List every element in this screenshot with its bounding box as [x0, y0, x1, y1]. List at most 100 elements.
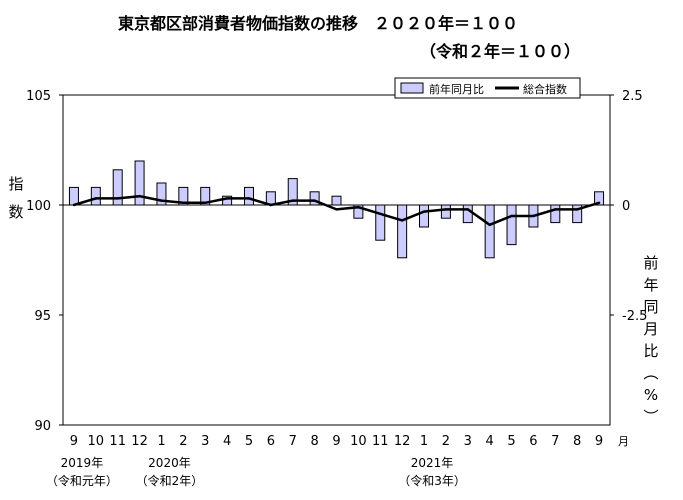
x-tick-label: 12	[131, 434, 148, 449]
x-tick-label: 6	[267, 434, 275, 449]
y-left-tick-label: 90	[34, 419, 51, 434]
legend-label-index: 総合指数	[523, 82, 567, 96]
bar-yoy	[506, 204, 517, 246]
line-point-index	[116, 197, 119, 200]
line-point-index	[444, 208, 448, 211]
line-point-index	[247, 197, 251, 200]
line-point-index	[335, 208, 338, 211]
bar-yoy	[309, 191, 320, 206]
line-point-index	[379, 212, 382, 215]
line-point-index	[269, 203, 273, 207]
bar-yoy	[397, 204, 408, 259]
line-point-index	[225, 197, 229, 200]
line-point-index	[182, 201, 185, 204]
x-tick-label: 4	[223, 434, 231, 449]
line-point-index	[138, 195, 141, 198]
y-axis-right-label-char: 比	[643, 342, 659, 360]
line-point-index	[291, 199, 294, 202]
bar-yoy	[462, 204, 473, 224]
line-point-index	[94, 197, 98, 200]
bar-yoy	[594, 191, 605, 206]
x-tick-label: 8	[310, 434, 318, 449]
legend-swatch-bar	[400, 82, 424, 94]
year-label: 2019年	[61, 456, 104, 470]
bar-yoy	[353, 204, 364, 219]
y-axis-left-label-char: 指	[8, 175, 24, 193]
era-label: （令和2年）	[136, 473, 204, 488]
era-label: （令和元年）	[46, 473, 118, 488]
y-right-tick-label: 2.5	[622, 89, 643, 104]
bar-yoy	[90, 186, 101, 206]
line-point-index	[532, 214, 535, 218]
y-axis-left-label-char: 数	[8, 203, 24, 221]
x-tick-label: 9	[70, 434, 78, 449]
x-tick-label: 6	[529, 434, 537, 449]
x-tick-label: 5	[507, 434, 515, 449]
chart-title-line1: 東京都区部消費者物価指数の推移 ２０２０年＝１００	[118, 14, 519, 33]
bar-yoy	[375, 204, 386, 241]
line-point-index	[510, 214, 513, 218]
x-tick-label: 1	[157, 434, 165, 449]
bar-yoy	[572, 204, 583, 224]
bar-yoy	[200, 186, 211, 206]
y-axis-right-label: 前年同月比 ︵% ︶	[640, 252, 662, 428]
bar-yoy	[550, 204, 561, 224]
bar-yoy	[287, 178, 298, 206]
y-left-tick-label: 100	[26, 199, 51, 214]
y-axis-left-label: 指数	[6, 170, 26, 226]
line-point-index	[422, 210, 426, 213]
x-tick-label: 3	[464, 434, 472, 449]
x-tick-label: 11	[109, 434, 126, 449]
era-label: （令和3年）	[398, 473, 466, 488]
bar-yoy	[222, 195, 233, 206]
y-left-tick-label: 95	[34, 309, 51, 324]
bar-yoy	[419, 204, 430, 228]
x-tick-label: 2	[442, 434, 450, 449]
y-axis-right-label-char: 前	[643, 254, 659, 272]
y-right-tick-label: 0	[622, 199, 630, 214]
line-point-index	[204, 201, 207, 204]
line-point-index	[597, 201, 601, 204]
y-axis-right-label-char: 月	[643, 320, 659, 338]
x-tick-label: 10	[350, 434, 367, 449]
bar-yoy	[156, 182, 167, 206]
y-right-tick-label: -2.5	[622, 309, 647, 324]
line-point-index	[575, 208, 579, 211]
bar-yoy	[68, 186, 79, 206]
x-tick-label: 9	[332, 434, 340, 449]
line-point-index	[313, 199, 316, 202]
x-tick-label: 5	[245, 434, 253, 449]
bar-yoy	[112, 169, 123, 206]
line-point-index	[72, 203, 76, 207]
y-left-tick-label: 105	[26, 89, 51, 104]
chart-title-line2: （令和２年＝１００）	[420, 42, 581, 61]
x-tick-label: 7	[551, 434, 559, 449]
bar-yoy	[440, 204, 451, 219]
x-tick-label: 8	[573, 434, 581, 449]
plot-frame	[62, 94, 611, 426]
year-label: 2020年	[148, 456, 191, 470]
line-point-index	[160, 199, 163, 202]
x-tick-label: 2	[179, 434, 187, 449]
line-point-index	[554, 208, 557, 211]
y-axis-right-label-char: 同	[643, 298, 659, 316]
y-axis-right-label-char: ︶	[643, 408, 659, 426]
bar-yoy	[134, 160, 145, 206]
y-axis-right-label-char: 年	[643, 276, 659, 294]
x-unit-label: 月	[618, 435, 629, 448]
year-label: 2021年	[411, 456, 454, 470]
y-axis-right-label-char: ︵	[643, 364, 659, 382]
x-tick-label: 3	[201, 434, 209, 449]
line-point-index	[400, 219, 404, 222]
x-tick-label: 11	[372, 434, 389, 449]
x-tick-label: 12	[394, 434, 411, 449]
bar-yoy	[331, 195, 342, 206]
bar-yoy	[484, 204, 495, 259]
legend-box	[394, 77, 581, 99]
bar-yoy	[178, 186, 189, 206]
x-tick-label: 9	[595, 434, 603, 449]
bar-yoy	[243, 186, 254, 206]
x-tick-label: 7	[289, 434, 297, 449]
x-tick-label: 10	[88, 434, 105, 449]
